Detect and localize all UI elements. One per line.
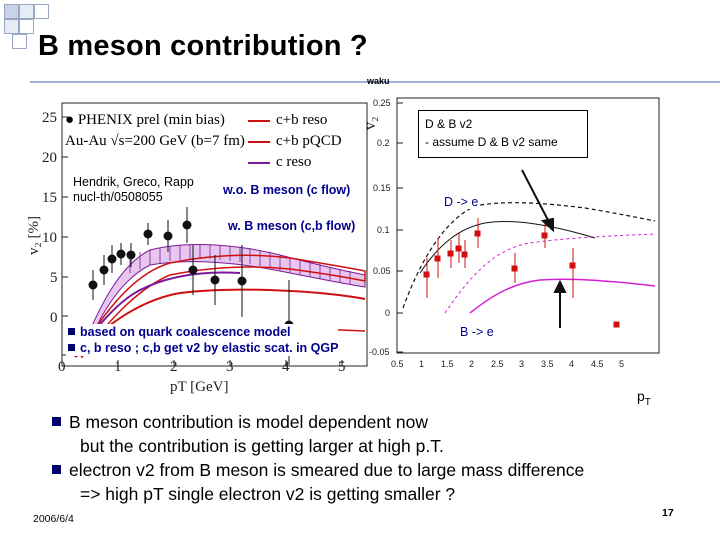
annotation-wo-b: w.o. B meson (c flow) (223, 183, 351, 197)
y-tick-label: 0.05 (373, 266, 391, 276)
left-notes: based on quark coalescence model c, b re… (68, 324, 339, 356)
reference-text: Hendrik, Greco, Rapp nucl-th/0508055 (73, 175, 194, 205)
bullet-continuation: => high pT single electron v2 is getting… (80, 484, 456, 504)
y-tick-label: 0 (385, 308, 390, 318)
legend-cb-reso: c+b reso (248, 110, 342, 131)
y-tick-label: -0.05 (369, 347, 390, 357)
reference-line: Hendrik, Greco, Rapp (73, 175, 194, 189)
y-tick-label: 0 (50, 310, 58, 326)
bullet-item: B meson contribution is model dependent … (52, 410, 584, 434)
waku-label: waku (367, 76, 390, 86)
legend-phenix: ● PHENIX prel (min bias) (65, 112, 225, 128)
note-item: based on quark coalescence model (68, 324, 338, 340)
x-tick-label: 4 (282, 359, 290, 375)
x-tick-label: 4 (569, 359, 574, 369)
page-number: 17 (662, 507, 674, 519)
y-axis-label: v₂ (362, 116, 379, 130)
annotation-w-b: w. B meson (c,b flow) (228, 219, 356, 233)
y-tick-label: 0.25 (373, 98, 391, 108)
y-tick-label: 0.15 (373, 183, 391, 193)
x-tick-label: 3 (519, 359, 524, 369)
y-axis-label: v₂ [%] (26, 216, 42, 255)
y-tick-label: 25 (42, 110, 57, 126)
y-tick-label: 0.2 (377, 138, 390, 148)
box-line: D & B v2 (425, 117, 473, 131)
decor-square (4, 4, 19, 19)
x-tick-label: 5 (619, 359, 624, 369)
legend-system: Au-Au √s=200 GeV (b=7 fm) (65, 133, 245, 149)
x-axis-label: pT [GeV] (170, 379, 228, 395)
decor-square (4, 19, 19, 34)
bullet-list: B meson contribution is model dependent … (52, 410, 584, 506)
y-tick-label: 15 (42, 190, 57, 206)
legend-cb-pqcd: c+b pQCD (248, 131, 342, 152)
footer-date: 2006/6/4 (33, 513, 74, 525)
bullet-continuation: but the contribution is getting larger a… (80, 436, 444, 456)
x-tick-label: 3.5 (541, 359, 554, 369)
y-tick-label: 5 (50, 270, 58, 286)
x-tick-label: 2 (170, 359, 178, 375)
y-tick-label: 10 (42, 230, 57, 246)
square-bullet-icon (52, 417, 61, 426)
reference-line: nucl-th/0508055 (73, 190, 163, 204)
pt-axis-label: pT (637, 388, 651, 408)
legend-c-reso: c reso (248, 152, 342, 173)
box-line: - assume D & B v2 same (425, 135, 558, 149)
x-tick-label: 1 (114, 359, 122, 375)
x-tick-label: 1 (419, 359, 424, 369)
y-tick-label: 20 (42, 150, 57, 166)
annotation-b-e: B -> e (458, 325, 496, 339)
decor-square (34, 4, 49, 19)
x-tick-label: 3 (226, 359, 234, 375)
title-underline (30, 81, 720, 83)
decor-square (12, 34, 27, 49)
decor-square (19, 19, 34, 34)
decor-square (19, 4, 34, 19)
left-legend-curves: c+b reso c+b pQCD c reso (248, 110, 342, 173)
x-tick-label: 0.5 (391, 359, 404, 369)
x-tick-label: 0 (58, 359, 66, 375)
bullet-item: electron v2 from B meson is smeared due … (52, 458, 584, 482)
slide-title: B meson contribution ? (38, 30, 368, 62)
x-tick-label: 2 (469, 359, 474, 369)
x-tick-label: 5 (338, 359, 346, 375)
x-tick-label: 2.5 (491, 359, 504, 369)
square-bullet-icon (52, 465, 61, 474)
note-item: c, b reso ; c,b get v2 by elastic scat. … (68, 340, 338, 356)
left-plot: 0 5 10 15 20 25 0 1 2 3 4 5 v₂ [%] pT [G… (26, 102, 368, 395)
right-plot: 0.25 0.2 0.15 0.1 0.05 0 -0.05 0.5 1 1.5… (362, 97, 660, 369)
annotation-d-e: D -> e (442, 195, 481, 209)
x-tick-label: 1.5 (441, 359, 454, 369)
filled-circle-icon: ● (65, 112, 75, 128)
dbv2-note-box: D & B v2 - assume D & B v2 same (418, 110, 588, 158)
left-legend: ● PHENIX prel (min bias) Au-Au √s=200 Ge… (65, 110, 245, 152)
x-tick-label: 4.5 (591, 359, 604, 369)
y-tick-label: 0.1 (377, 225, 390, 235)
